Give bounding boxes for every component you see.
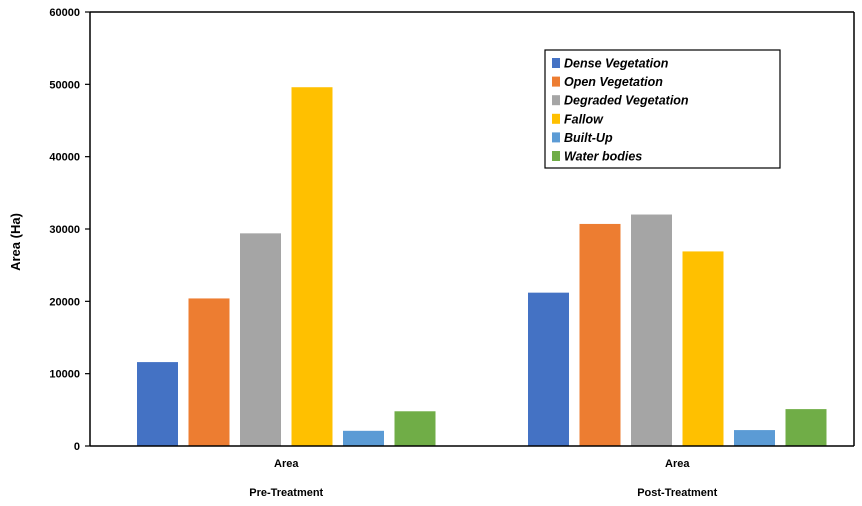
legend-swatch <box>552 151 560 161</box>
legend-swatch <box>552 95 560 106</box>
y-tick-label: 0 <box>74 441 80 453</box>
bar-water-bodies-post <box>785 409 827 446</box>
y-tick-label: 30000 <box>49 224 80 236</box>
y-axis-title: Area (Ha) <box>8 213 23 271</box>
y-tick-label: 60000 <box>49 7 80 19</box>
bar-dense-vegetation-pre <box>137 362 178 446</box>
bar-dense-vegetation-post <box>528 292 569 446</box>
bar-fallow-pre <box>291 87 333 446</box>
bar-fallow-post <box>682 251 724 446</box>
bar-water-bodies-pre <box>394 411 436 446</box>
x-group-label: Post-Treatment <box>637 487 717 499</box>
legend-swatch <box>552 58 560 68</box>
legend: Dense Vegetation Open Vegetation Degraded … <box>544 49 781 169</box>
bar-built-up-post <box>734 430 775 446</box>
legend-label: Fallow <box>564 112 604 126</box>
legend-label: Degraded Vegetation <box>564 94 689 108</box>
bar-degraded-vegetation-post <box>631 214 672 446</box>
bar-built-up-pre <box>343 430 384 446</box>
legend-label: Water bodies <box>564 150 642 164</box>
bar-open-vegetation-post <box>579 223 621 446</box>
y-tick-label: 50000 <box>49 79 80 91</box>
legend-swatch <box>552 76 560 87</box>
bars-layer <box>137 87 827 446</box>
x-category-label: Area <box>665 458 690 470</box>
legend-box <box>544 49 781 169</box>
bar-degraded-vegetation-pre <box>240 233 281 446</box>
y-tick-label: 20000 <box>49 296 80 308</box>
x-labels: Area Pre-Treatment Area Post-Treatment <box>249 458 717 499</box>
legend-swatch <box>552 113 560 124</box>
y-tick-label: 10000 <box>49 369 80 381</box>
legend-label: Dense Vegetation <box>564 57 669 71</box>
x-category-label: Area <box>274 458 299 470</box>
y-tick-label: 40000 <box>49 152 80 164</box>
y-ticks: 0 10000 20000 30000 40000 50000 60000 <box>49 7 90 453</box>
bar-open-vegetation-pre <box>188 298 230 446</box>
legend-label: Built-Up <box>564 131 613 145</box>
legend-label: Open Vegetation <box>564 75 663 89</box>
x-group-label: Pre-Treatment <box>249 487 323 499</box>
legend-swatch <box>552 132 560 143</box>
